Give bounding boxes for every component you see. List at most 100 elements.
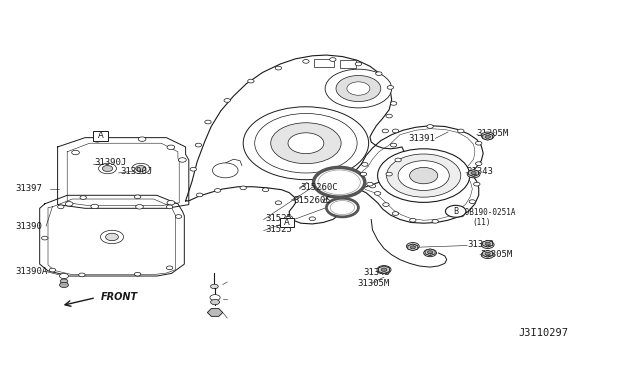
Circle shape	[386, 114, 392, 118]
Circle shape	[309, 217, 316, 221]
Circle shape	[134, 272, 141, 276]
Text: B: B	[453, 207, 458, 216]
Text: 31305M: 31305M	[357, 279, 389, 288]
Circle shape	[212, 311, 218, 314]
Text: 31397: 31397	[15, 185, 42, 193]
Circle shape	[376, 72, 382, 76]
Text: 00B190-0251A: 00B190-0251A	[461, 208, 516, 217]
Circle shape	[484, 243, 492, 247]
Text: 31390: 31390	[15, 222, 42, 231]
Text: 315260C: 315260C	[301, 183, 339, 192]
Text: 31305M: 31305M	[477, 129, 509, 138]
Circle shape	[72, 150, 79, 155]
Circle shape	[323, 199, 330, 203]
Circle shape	[347, 82, 370, 95]
Text: 31343: 31343	[467, 240, 494, 249]
Circle shape	[318, 170, 360, 195]
Circle shape	[360, 172, 367, 176]
Circle shape	[377, 266, 391, 274]
Circle shape	[474, 182, 480, 186]
Circle shape	[93, 138, 101, 142]
Circle shape	[485, 252, 490, 255]
Circle shape	[355, 62, 362, 66]
Circle shape	[387, 154, 461, 197]
Circle shape	[65, 202, 73, 206]
Circle shape	[427, 125, 433, 128]
Circle shape	[42, 236, 48, 240]
Circle shape	[303, 60, 309, 63]
Circle shape	[190, 167, 196, 171]
Circle shape	[469, 200, 476, 203]
Circle shape	[167, 201, 175, 205]
Circle shape	[211, 284, 218, 289]
Circle shape	[325, 69, 392, 108]
Circle shape	[60, 273, 68, 279]
Circle shape	[481, 241, 494, 248]
Circle shape	[91, 204, 99, 209]
Bar	[314, 59, 334, 67]
Circle shape	[398, 161, 449, 190]
Circle shape	[336, 76, 381, 102]
Circle shape	[166, 266, 173, 270]
Circle shape	[390, 143, 397, 147]
Circle shape	[484, 253, 492, 257]
Circle shape	[60, 282, 68, 288]
Circle shape	[136, 205, 143, 209]
Circle shape	[382, 129, 388, 133]
Circle shape	[248, 79, 254, 83]
Circle shape	[262, 188, 269, 192]
Circle shape	[458, 213, 464, 217]
Circle shape	[481, 132, 494, 140]
Circle shape	[380, 267, 388, 272]
Text: 31525: 31525	[266, 214, 292, 223]
Text: 31390J: 31390J	[95, 158, 127, 167]
Bar	[340, 60, 356, 68]
Circle shape	[383, 203, 389, 206]
Text: 31390A: 31390A	[15, 267, 47, 276]
Circle shape	[106, 233, 118, 241]
Circle shape	[428, 251, 433, 254]
Circle shape	[275, 201, 282, 205]
Circle shape	[255, 113, 357, 173]
Circle shape	[471, 171, 476, 174]
Text: J3I10297: J3I10297	[518, 328, 568, 338]
Text: 31305M: 31305M	[480, 250, 512, 259]
Circle shape	[387, 86, 394, 89]
Circle shape	[374, 192, 381, 195]
Circle shape	[240, 186, 246, 190]
Text: A: A	[98, 131, 103, 140]
Circle shape	[406, 243, 419, 250]
Circle shape	[386, 172, 392, 176]
Circle shape	[58, 205, 64, 209]
Circle shape	[410, 167, 438, 184]
Circle shape	[330, 58, 336, 61]
Circle shape	[485, 135, 490, 138]
Circle shape	[134, 195, 141, 199]
Circle shape	[212, 163, 238, 178]
Circle shape	[132, 163, 150, 174]
Circle shape	[195, 143, 202, 147]
Circle shape	[467, 170, 480, 178]
Polygon shape	[468, 170, 479, 176]
Circle shape	[138, 137, 146, 141]
Text: FRONT: FRONT	[101, 292, 138, 302]
Circle shape	[211, 299, 220, 305]
Circle shape	[214, 189, 221, 192]
Circle shape	[432, 219, 438, 223]
Circle shape	[99, 163, 116, 174]
Circle shape	[205, 120, 211, 124]
Circle shape	[196, 193, 203, 197]
Circle shape	[60, 279, 68, 283]
Circle shape	[424, 249, 436, 257]
Circle shape	[314, 167, 365, 197]
Circle shape	[392, 129, 399, 133]
Circle shape	[470, 172, 477, 176]
Circle shape	[100, 230, 124, 244]
Circle shape	[271, 123, 341, 164]
Circle shape	[167, 145, 175, 150]
Text: 31525: 31525	[266, 225, 292, 234]
Circle shape	[288, 133, 324, 154]
Bar	[280, 218, 294, 227]
Circle shape	[80, 196, 86, 199]
Circle shape	[395, 158, 401, 162]
